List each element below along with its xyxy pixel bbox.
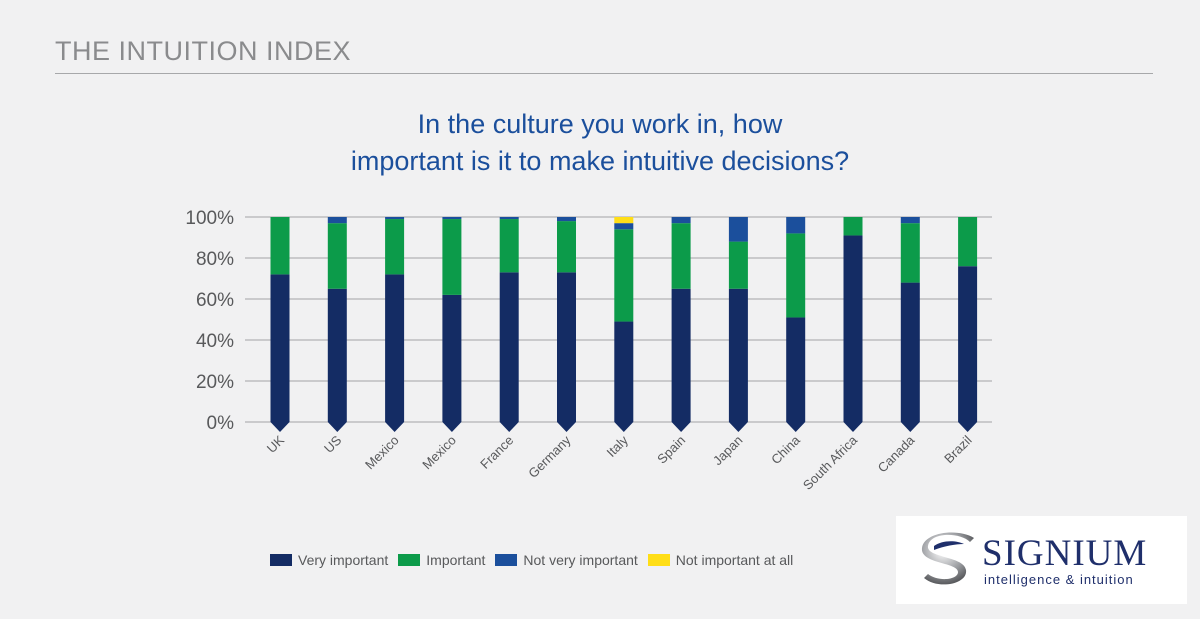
bar-base-tip bbox=[900, 422, 920, 432]
question-line-2: important is it to make intuitive decisi… bbox=[350, 146, 850, 176]
legend-item-very-important: Very important bbox=[270, 552, 388, 568]
question-line-1: In the culture you work in, how bbox=[417, 109, 783, 139]
x-tick-label: Brazil bbox=[941, 432, 975, 466]
bar-segment bbox=[671, 217, 691, 224]
y-tick-label: 0% bbox=[207, 413, 235, 434]
bar-segment bbox=[786, 233, 806, 318]
bar-segment bbox=[442, 294, 462, 422]
legend-item-not-important-at-all: Not important at all bbox=[647, 552, 794, 568]
bar-segment bbox=[557, 221, 576, 273]
legend-label: Important bbox=[426, 552, 486, 568]
x-tick-label: Mexico bbox=[419, 433, 459, 473]
bar-segment bbox=[385, 219, 405, 275]
bar-segment bbox=[843, 235, 863, 422]
bar-segment bbox=[614, 217, 634, 224]
bar-segment bbox=[900, 217, 920, 224]
bar-segment bbox=[614, 229, 634, 322]
bar-segment bbox=[499, 219, 519, 273]
bar-base-tip bbox=[270, 422, 290, 432]
x-tick-label: Italy bbox=[603, 432, 631, 460]
x-tick-label: Japan bbox=[710, 433, 746, 469]
x-tick-label: France bbox=[477, 433, 516, 472]
bar-base-tip bbox=[499, 422, 519, 432]
page-title: THE INTUITION INDEX bbox=[55, 36, 352, 66]
y-tick-label: 80% bbox=[196, 249, 234, 270]
bar-base-tip bbox=[385, 422, 405, 432]
bar-base-tip bbox=[442, 422, 462, 432]
x-tick-label: Spain bbox=[654, 433, 688, 467]
chart-question: In the culture you work in, how importan… bbox=[300, 106, 900, 180]
y-tick-label: 100% bbox=[185, 208, 234, 229]
legend-swatch bbox=[647, 554, 670, 566]
bar-segment bbox=[728, 241, 748, 289]
bar-base-tip bbox=[786, 422, 806, 432]
x-tick-label: US bbox=[321, 432, 345, 456]
bar-base-tip bbox=[327, 422, 347, 432]
bar-segment bbox=[499, 217, 519, 220]
bar-segment bbox=[900, 282, 920, 422]
bar-segment bbox=[327, 223, 347, 289]
bar-base-tip bbox=[728, 422, 748, 432]
legend-item-not-very-important: Not very important bbox=[495, 552, 638, 568]
bar-segment bbox=[786, 317, 806, 422]
bar-segment bbox=[557, 272, 576, 422]
x-tick-label: UK bbox=[264, 432, 288, 456]
legend-item-important: Important bbox=[398, 552, 485, 568]
bar-segment bbox=[385, 217, 405, 220]
x-tick-label: South Africa bbox=[800, 432, 861, 493]
legend-swatch bbox=[398, 554, 421, 566]
bar-base-tip bbox=[557, 422, 576, 432]
bar-base-tip bbox=[843, 422, 863, 432]
bar-base-tip bbox=[614, 422, 634, 432]
bar-segment bbox=[900, 223, 920, 283]
bar-segment bbox=[327, 288, 347, 422]
bar-segment bbox=[499, 272, 519, 422]
bar-segment bbox=[671, 288, 691, 422]
legend-label: Very important bbox=[298, 552, 389, 568]
bar-segment bbox=[786, 217, 806, 234]
x-tick-label: Mexico bbox=[362, 433, 402, 473]
y-tick-label: 60% bbox=[196, 290, 234, 311]
logo-tagline: intelligence & intuition bbox=[984, 572, 1134, 587]
legend-swatch bbox=[270, 554, 292, 566]
bar-segment bbox=[614, 223, 634, 230]
bar-segment bbox=[442, 217, 462, 220]
y-tick-label: 20% bbox=[196, 372, 234, 393]
legend-label: Not very important bbox=[523, 552, 638, 568]
x-tick-label: Germany bbox=[525, 432, 574, 481]
bar-segment bbox=[270, 274, 290, 422]
legend-label: Not important at all bbox=[675, 552, 794, 568]
bar-segment bbox=[270, 217, 290, 275]
bar-segment bbox=[671, 223, 691, 289]
bar-segment bbox=[327, 217, 347, 224]
bar-segment bbox=[728, 288, 748, 422]
signium-logo: SIGNIUM intelligence & intuition bbox=[896, 516, 1187, 604]
legend-swatch bbox=[495, 554, 518, 566]
bar-segment bbox=[728, 217, 748, 242]
bar-segment bbox=[385, 274, 405, 422]
chart-legend: Very important Important Not very import… bbox=[270, 552, 803, 568]
x-tick-label: Canada bbox=[875, 432, 918, 475]
bar-segment bbox=[843, 217, 863, 236]
x-tick-label: China bbox=[768, 432, 803, 467]
bar-segment bbox=[557, 217, 576, 222]
bar-segment bbox=[614, 321, 634, 422]
bar-base-tip bbox=[958, 422, 978, 432]
bar-segment bbox=[958, 217, 978, 267]
y-tick-label: 40% bbox=[196, 331, 234, 352]
header-divider bbox=[55, 73, 1153, 74]
bar-segment bbox=[442, 219, 462, 295]
logo-wordmark: SIGNIUM bbox=[982, 533, 1148, 574]
bar-segment bbox=[958, 266, 978, 422]
signium-swirl-icon bbox=[921, 532, 974, 585]
bar-base-tip bbox=[671, 422, 691, 432]
